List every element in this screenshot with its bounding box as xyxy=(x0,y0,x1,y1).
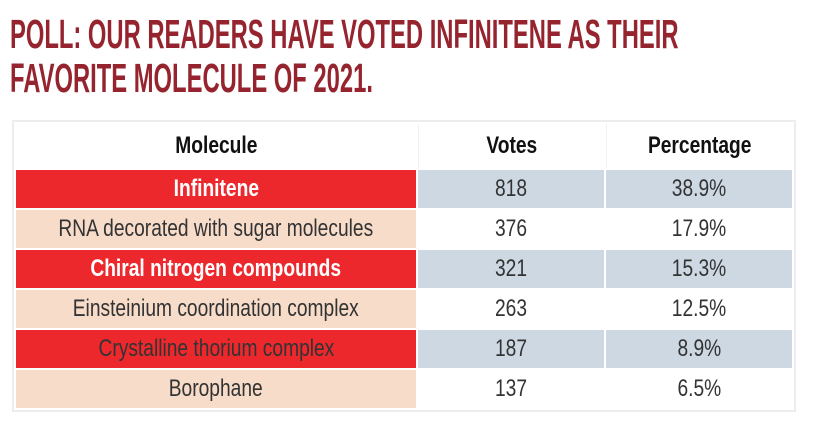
percentage-cell-text: 8.9% xyxy=(677,335,721,362)
table-row: Borophane 137 6.5% xyxy=(16,370,792,408)
percentage-cell-text: 12.5% xyxy=(671,295,727,322)
molecule-cell-text: Crystalline thorium complex xyxy=(98,335,334,362)
votes-cell: 187 xyxy=(418,330,604,368)
poll-headline-line-2: FAVORITE MOLECULE OF 2021. xyxy=(10,55,373,101)
poll-results-table: Molecule Votes Percentage Infinitene 818 3… xyxy=(12,120,796,412)
votes-cell: 376 xyxy=(418,210,604,248)
molecule-cell-text: Borophane xyxy=(169,375,263,402)
percentage-cell-text: 6.5% xyxy=(677,375,721,402)
table-header-row: Molecule Votes Percentage xyxy=(16,124,792,168)
percentage-cell: 12.5% xyxy=(606,290,792,328)
percentage-cell: 6.5% xyxy=(606,370,792,408)
percentage-cell: 38.9% xyxy=(606,170,792,208)
votes-cell-text: 321 xyxy=(494,255,528,282)
poll-headline-line-1: POLL: OUR READERS HAVE VOTED INFINITENE … xyxy=(10,11,679,57)
table-row: Einsteinium coordination complex 263 12.5% xyxy=(16,290,792,328)
percentage-cell: 15.3% xyxy=(606,250,792,288)
votes-cell: 321 xyxy=(418,250,604,288)
votes-cell: 263 xyxy=(418,290,604,328)
poll-table-body: Infinitene 818 38.9% RNA decorated with sug… xyxy=(16,170,792,408)
molecule-cell-text: Infinitene xyxy=(173,175,259,202)
votes-cell-text: 818 xyxy=(494,175,528,202)
table-row: Infinitene 818 38.9% xyxy=(16,170,792,208)
percentage-cell-text: 15.3% xyxy=(671,255,727,282)
column-header-votes: Votes xyxy=(418,124,604,168)
molecule-cell: RNA decorated with sugar molecules xyxy=(16,210,416,248)
table-row: Crystalline thorium complex 187 8.9% xyxy=(16,330,792,368)
column-header-percentage: Percentage xyxy=(606,124,792,168)
molecule-cell-text: Einsteinium coordination complex xyxy=(72,295,359,322)
molecule-cell: Infinitene xyxy=(16,170,416,208)
molecule-cell-text: RNA decorated with sugar molecules xyxy=(58,215,374,242)
votes-cell-text: 187 xyxy=(494,335,528,362)
table-row: Chiral nitrogen compounds 321 15.3% xyxy=(16,250,792,288)
percentage-cell: 17.9% xyxy=(606,210,792,248)
molecule-cell: Chiral nitrogen compounds xyxy=(16,250,416,288)
molecule-cell-text: Chiral nitrogen compounds xyxy=(90,255,342,282)
votes-cell-text: 263 xyxy=(494,295,528,322)
table-row: RNA decorated with sugar molecules 376 17.… xyxy=(16,210,792,248)
votes-cell-text: 376 xyxy=(494,215,528,242)
percentage-cell-text: 17.9% xyxy=(671,215,727,242)
column-header-molecule-label: Molecule xyxy=(174,132,258,159)
column-header-percentage-label: Percentage xyxy=(647,132,752,159)
molecule-cell: Crystalline thorium complex xyxy=(16,330,416,368)
molecule-cell: Einsteinium coordination complex xyxy=(16,290,416,328)
percentage-cell: 8.9% xyxy=(606,330,792,368)
poll-headline: POLL: OUR READERS HAVE VOTED INFINITENE … xyxy=(0,0,813,100)
column-header-votes-label: Votes xyxy=(486,132,537,159)
column-header-molecule: Molecule xyxy=(16,124,416,168)
molecule-cell: Borophane xyxy=(16,370,416,408)
votes-cell: 137 xyxy=(418,370,604,408)
votes-cell: 818 xyxy=(418,170,604,208)
percentage-cell-text: 38.9% xyxy=(671,175,727,202)
votes-cell-text: 137 xyxy=(494,375,528,402)
